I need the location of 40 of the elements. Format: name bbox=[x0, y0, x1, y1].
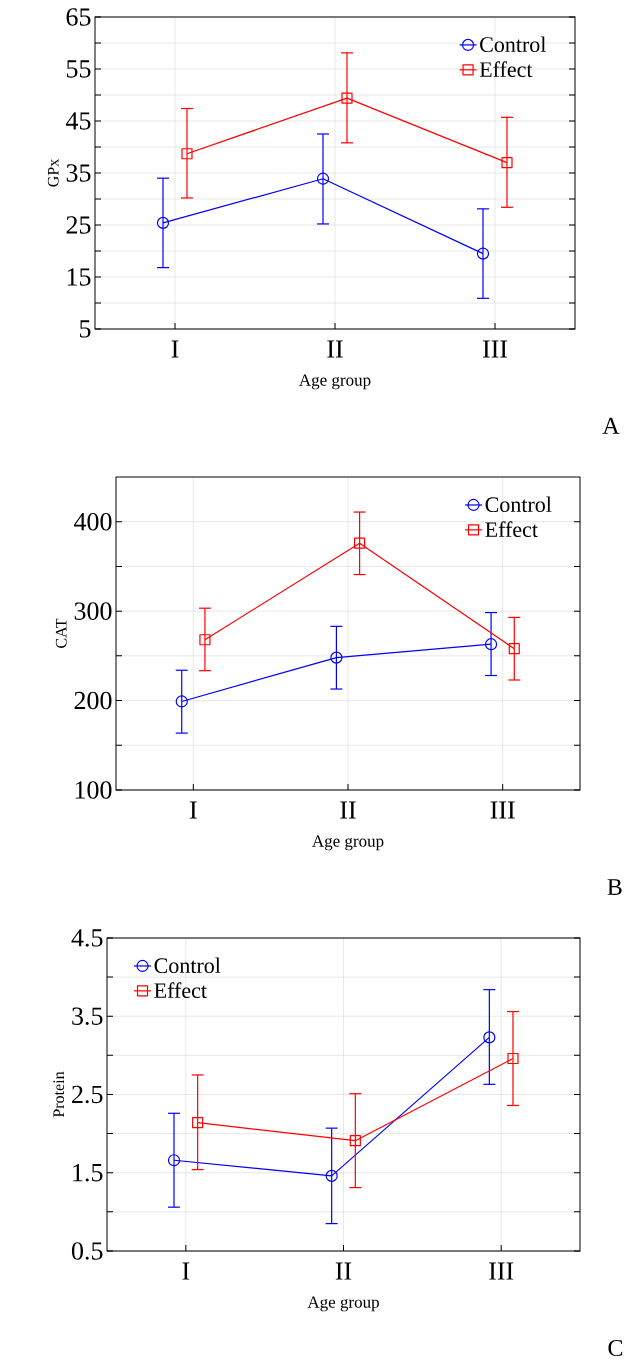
x-tick-label: II bbox=[327, 340, 343, 358]
y-tick-label: 3.5 bbox=[72, 1007, 103, 1026]
y-axis-title: GPx bbox=[47, 158, 59, 187]
y-tick-label: 200 bbox=[74, 691, 112, 710]
x-axis-title: Age group bbox=[299, 374, 371, 390]
legend-label: Effect bbox=[485, 521, 538, 538]
y-tick-label: 55 bbox=[66, 60, 91, 78]
x-tick-label: III bbox=[482, 340, 508, 358]
y-tick-label: 0.5 bbox=[71, 1242, 103, 1260]
y-tick-label: 25 bbox=[66, 216, 91, 234]
x-axis-title: Age group bbox=[312, 835, 384, 851]
legend-label: Control bbox=[154, 957, 221, 974]
text: A bbox=[602, 417, 620, 434]
y-tick-label: 100 bbox=[75, 781, 112, 799]
y-tick-label: 35 bbox=[66, 164, 91, 182]
x-tick-label: I bbox=[182, 1262, 190, 1280]
y-axis-title: Protein bbox=[53, 1071, 65, 1118]
y-tick-label: 4.5 bbox=[71, 929, 103, 947]
x-tick-label: II bbox=[340, 801, 356, 819]
x-tick-label: I bbox=[189, 801, 197, 819]
y-axis-title: CAT bbox=[55, 618, 67, 648]
legend-label: Control bbox=[480, 36, 546, 53]
y-tick-label: 15 bbox=[67, 268, 91, 286]
x-tick-label: III bbox=[489, 1262, 514, 1280]
x-tick-label: III bbox=[490, 801, 515, 819]
legend-label: Effect bbox=[154, 982, 207, 999]
y-tick-label: 65 bbox=[66, 8, 91, 26]
x-tick-label: I bbox=[171, 340, 179, 358]
y-tick-label: 400 bbox=[73, 512, 112, 531]
text: B bbox=[607, 879, 622, 895]
legend-label: Control bbox=[485, 496, 552, 513]
text: C bbox=[608, 1339, 623, 1357]
y-tick-label: 45 bbox=[65, 112, 91, 130]
y-tick-label: 2.5 bbox=[72, 1085, 103, 1104]
x-axis-title: Age group bbox=[307, 1296, 379, 1312]
y-tick-label: 300 bbox=[74, 602, 112, 620]
y-tick-label: 5 bbox=[79, 320, 91, 338]
y-tick-label: 1.5 bbox=[73, 1163, 103, 1182]
legend-label: Effect bbox=[479, 61, 533, 78]
x-tick-label: II bbox=[335, 1262, 352, 1280]
